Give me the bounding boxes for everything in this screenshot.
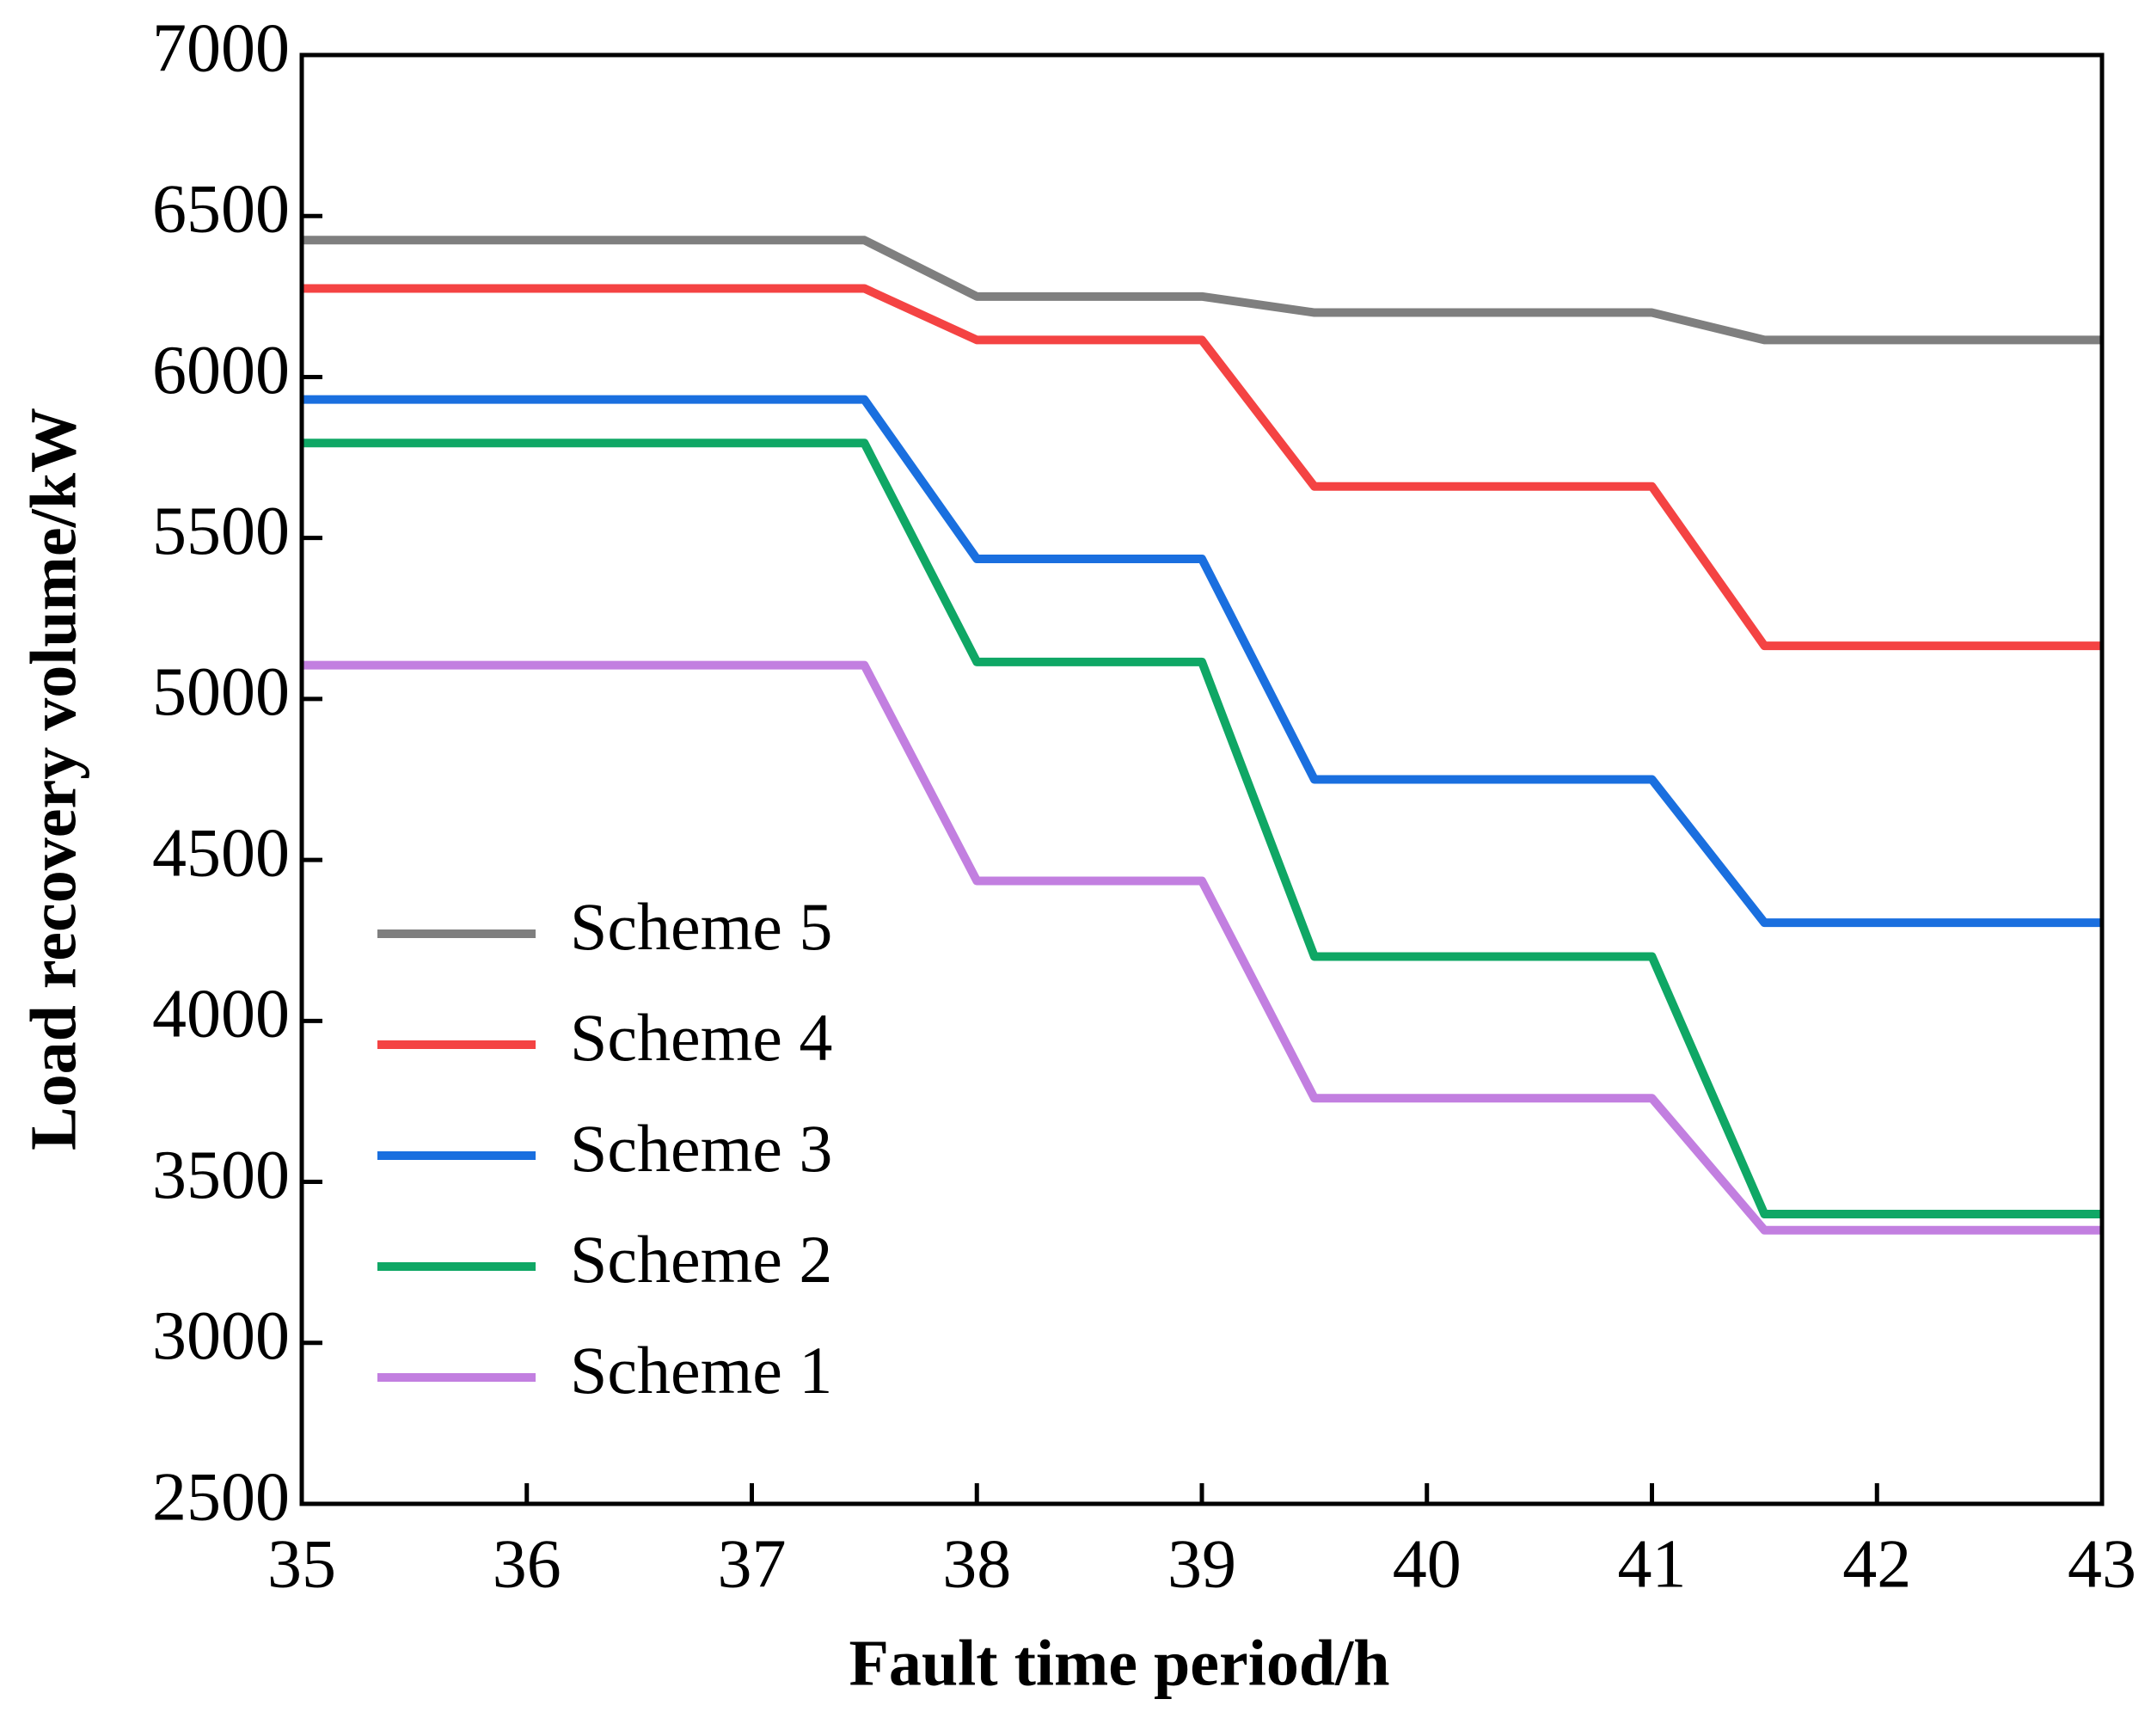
- series-line: [302, 439, 2102, 1218]
- legend-label: Scheme 1: [570, 1333, 832, 1408]
- legend-label: Scheme 4: [570, 1000, 832, 1075]
- x-tick-label: 36: [493, 1526, 561, 1602]
- x-tick-label: 41: [1618, 1526, 1687, 1602]
- x-tick-label: 42: [1842, 1526, 1911, 1602]
- x-tick-label: 40: [1393, 1526, 1462, 1602]
- legend-label: Scheme 5: [570, 889, 832, 964]
- y-tick-label: 3500: [152, 1138, 290, 1213]
- y-tick-label: 2500: [152, 1459, 290, 1535]
- y-tick-label: 6000: [152, 333, 290, 408]
- x-tick-label: 37: [718, 1526, 787, 1602]
- y-tick-label: 6500: [152, 172, 290, 248]
- legend-label: Scheme 2: [570, 1222, 832, 1297]
- x-tick-label: 39: [1167, 1526, 1236, 1602]
- y-axis-title: Load recovery volume/kW: [17, 408, 89, 1150]
- y-tick-label: 3000: [152, 1298, 290, 1374]
- y-tick-label: 5500: [152, 494, 290, 569]
- x-tick-label: 35: [267, 1526, 336, 1602]
- series-line: [302, 284, 2102, 651]
- x-axis-title: Fault time period/h: [849, 1627, 1389, 1699]
- y-tick-label: 7000: [152, 10, 290, 86]
- series-line: [302, 395, 2102, 928]
- series-line: [302, 660, 2102, 1235]
- x-tick-label: 38: [942, 1526, 1011, 1602]
- y-tick-label: 5000: [152, 654, 290, 730]
- y-tick-label: 4500: [152, 815, 290, 891]
- y-tick-label: 4000: [152, 977, 290, 1052]
- series-line: [302, 236, 2102, 345]
- plot-frame: [299, 52, 2105, 1506]
- x-tick-label: 43: [2068, 1526, 2136, 1602]
- legend-label: Scheme 3: [570, 1111, 832, 1186]
